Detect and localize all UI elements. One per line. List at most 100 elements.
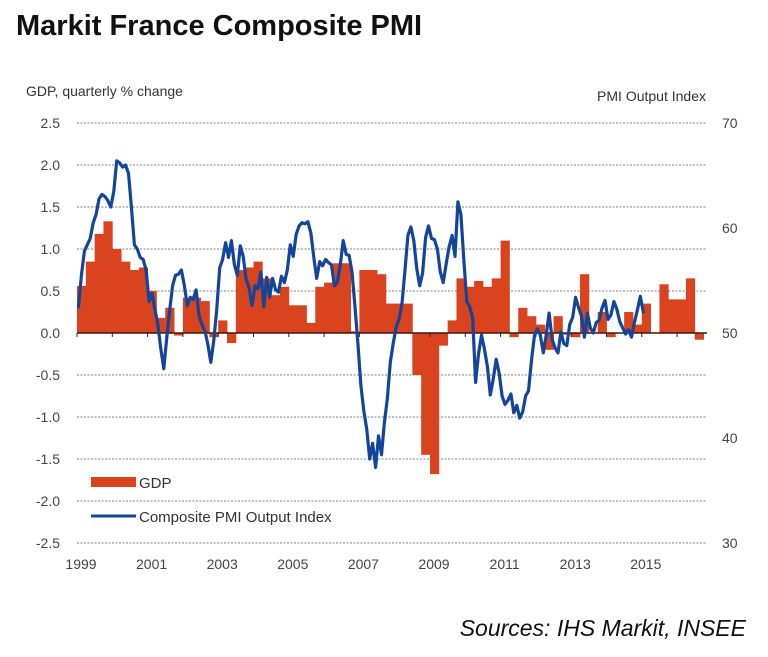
gdp-bar [430,333,440,475]
x-tick-label: 2007 [348,556,379,572]
legend-gdp-swatch [91,477,136,487]
gdp-bar [200,301,210,333]
y-left-tick-label: 1.5 [41,199,61,215]
gdp-bar [482,286,493,333]
gdp-bar [279,286,290,333]
gdp-bar [218,320,228,333]
y-left-tick-label: 0.0 [41,325,61,341]
x-axis-labels: 1999 2001 2003 2005 2007 2009 2011 2013 2015 [65,556,661,572]
gdp-bar [509,333,519,338]
gdp-bar [659,284,669,333]
y-left-tick-label: -2.0 [36,493,60,509]
gdp-bar [553,316,563,333]
gdp-bar [147,291,157,333]
gdp-bar [138,267,148,333]
gdp-bar [606,333,616,338]
gdp-bar [112,249,122,333]
left-axis-title: GDP, quarterly % change [26,83,183,99]
gdp-bar [121,261,131,333]
gdp-bar [571,333,581,338]
x-tick-label: 2013 [560,556,591,572]
gdp-bar [315,286,325,333]
y-right-tick-label: 60 [722,220,738,236]
gdp-bar [156,317,166,333]
gdp-bar [85,261,96,333]
gdp-bar [227,333,237,344]
gdp-bar [235,270,246,333]
gdp-bar [253,261,263,333]
x-tick-label: 2009 [418,556,449,572]
right-axis-labels: 70 60 50 40 30 [722,115,738,551]
chart-title: Markit France Composite PMI [16,10,423,42]
gdp-bar [368,270,378,333]
gdp-bar [535,324,546,333]
gdp-bar [332,263,343,333]
y-left-tick-label: -1.0 [36,409,60,425]
gdp-bar [103,221,113,333]
left-axis-labels: 2.5 2.0 1.5 1.0 0.5 0.0 -0.5 -1.0 -1.5 -2.0 -2.5 [36,115,60,551]
y-left-tick-label: -1.5 [36,451,60,467]
gdp-bar [500,240,510,333]
gdp-bar [262,278,272,333]
gdp-bar [544,333,554,350]
gdp-bar [491,278,501,333]
gdp-bar [421,333,431,455]
gdp-bar [94,233,104,333]
x-tick-label: 2001 [136,556,167,572]
x-tick-label: 1999 [65,556,96,572]
gdp-bar [77,285,87,333]
gdp-bar [288,305,299,333]
y-right-tick-label: 30 [722,535,738,551]
gdp-bar [641,303,652,333]
gdp-bar [580,274,590,333]
gdp-bar [438,333,449,346]
source-note: Sources: IHS Markit, INSEE [459,615,746,641]
gdp-bar [350,331,360,333]
x-tick-label: 2005 [277,556,308,572]
legend-pmi-label: Composite PMI Output Index [139,509,332,526]
gdp-bar [632,324,643,333]
gdp-bar [271,295,281,333]
gdp-bar [677,299,687,333]
x-tick-label: 2011 [490,556,520,572]
y-right-tick-label: 40 [722,430,738,446]
gridlines [77,122,707,544]
gdp-bar [518,307,528,333]
gdp-bar [597,312,607,333]
gdp-bar [377,274,387,333]
right-axis-title: PMI Output Index [597,88,706,104]
gdp-bar [324,282,334,333]
legend-gdp-label: GDP [139,475,172,492]
pmi-line [76,159,645,469]
gdp-bar [385,303,396,333]
y-left-tick-label: 2.0 [41,157,61,173]
gdp-bar [403,303,413,333]
y-right-tick-label: 70 [722,115,738,131]
y-left-tick-label: -0.5 [36,367,60,383]
gdp-bar [412,333,422,375]
gdp-bar [297,305,307,333]
gdp-bar [668,299,678,333]
y-right-tick-label: 50 [722,325,738,341]
gdp-bar [694,333,704,340]
gdp-bar [174,333,184,336]
gdp-bar [474,280,484,333]
gdp-bar [685,278,696,333]
gdp-bar [129,270,140,333]
y-left-tick-label: 2.5 [41,115,61,131]
gdp-bar [447,320,457,333]
y-left-tick-label: 1.0 [41,241,61,257]
gdp-bar [244,267,254,333]
gdp-bar [624,312,634,333]
gdp-bar [341,263,351,333]
x-tick-label: 2003 [207,556,238,572]
y-left-tick-label: 0.5 [41,283,61,299]
gdp-bar [527,316,537,333]
gdp-bar [359,270,369,333]
gdp-bar [456,278,466,333]
gdp-bar [306,322,316,333]
gdp-bar [182,297,193,333]
gdp-bar [191,297,201,333]
y-left-tick-label: -2.5 [36,535,60,551]
